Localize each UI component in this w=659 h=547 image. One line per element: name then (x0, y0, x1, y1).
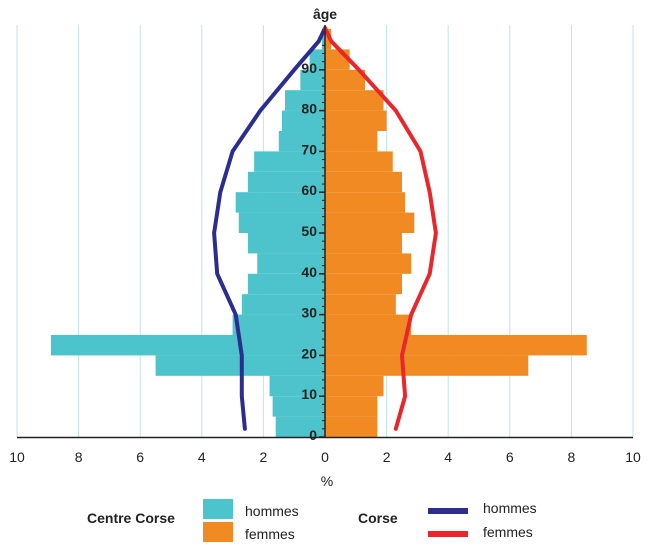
age-axis-title: âge (313, 6, 337, 22)
bars-layer (50, 29, 587, 437)
legend-swatch-cc-hommes (203, 499, 233, 519)
legend: Centre Corse hommes femmes Corse hommes … (0, 490, 659, 547)
age-tick-label: 0 (309, 427, 317, 443)
x-tick-label: 6 (506, 449, 514, 465)
bar-centre-corse-hommes (248, 233, 325, 254)
x-tick-label: 6 (136, 449, 144, 465)
x-tick-label: 4 (444, 449, 452, 465)
bar-centre-corse-hommes (281, 110, 325, 131)
legend-label-corse-hommes: hommes (483, 500, 537, 516)
bar-centre-corse-hommes (321, 29, 325, 50)
age-tick-label: 10 (301, 386, 317, 402)
bar-centre-corse-hommes (235, 192, 325, 213)
legend-label-cc-hommes: hommes (245, 503, 299, 519)
bar-centre-corse-femmes (325, 335, 587, 356)
legend-swatch-corse-femmes (428, 531, 468, 537)
legend-group-centre-corse: Centre Corse (87, 510, 175, 526)
x-tick-label: 2 (260, 449, 268, 465)
x-tick-label: 4 (198, 449, 206, 465)
bar-centre-corse-femmes (325, 131, 378, 152)
bar-centre-corse-femmes (325, 396, 378, 417)
percent-axis-title: % (321, 473, 333, 489)
legend-swatch-corse-hommes (428, 508, 468, 514)
age-tick-label: 40 (301, 264, 317, 280)
bar-centre-corse-hommes (275, 416, 325, 437)
legend-label-cc-femmes: femmes (245, 526, 295, 542)
bar-centre-corse-femmes (325, 233, 402, 254)
bar-centre-corse-femmes (325, 375, 384, 397)
legend-label-corse-femmes: femmes (483, 524, 533, 540)
line-corse-femmes (323, 26, 438, 431)
x-tick-label: 2 (383, 449, 391, 465)
age-tick-label: 80 (301, 101, 317, 117)
bar-centre-corse-hommes (248, 273, 325, 295)
age-tick-label: 70 (301, 141, 317, 157)
bar-centre-corse-femmes (325, 273, 402, 295)
legend-swatch-cc-femmes (203, 522, 233, 542)
bar-centre-corse-hommes (300, 69, 325, 91)
bar-centre-corse-hommes (241, 294, 325, 315)
lines-layer (212, 26, 438, 431)
axes-layer (17, 25, 633, 439)
bar-centre-corse-femmes (325, 294, 396, 315)
age-tick-label: 90 (301, 60, 317, 76)
x-tick-label: 0 (321, 449, 329, 465)
bar-centre-corse-femmes (325, 151, 393, 172)
x-tick-label: 8 (568, 449, 576, 465)
bar-centre-corse-hommes (269, 375, 325, 397)
bar-centre-corse-hommes (254, 151, 325, 172)
legend-group-corse: Corse (358, 510, 398, 526)
bar-centre-corse-hommes (238, 212, 325, 233)
x-tick-label: 8 (75, 449, 83, 465)
bar-centre-corse-femmes (325, 253, 412, 274)
line-corse-hommes (212, 26, 327, 431)
bar-centre-corse-hommes (257, 253, 325, 274)
bar-centre-corse-hommes (232, 314, 325, 335)
age-tick-label: 30 (301, 305, 317, 321)
x-tick-label: 10 (9, 449, 25, 465)
age-tick-label: 60 (301, 182, 317, 198)
bar-centre-corse-femmes (325, 110, 387, 131)
bar-centre-corse-femmes (325, 90, 384, 111)
age-tick-label: 50 (301, 223, 317, 239)
bar-centre-corse-femmes (325, 192, 406, 213)
bar-centre-corse-hommes (309, 49, 325, 70)
bar-centre-corse-femmes (325, 212, 415, 233)
bar-centre-corse-hommes (278, 131, 325, 152)
bar-centre-corse-hommes (50, 335, 325, 356)
bar-centre-corse-femmes (325, 416, 378, 437)
bar-centre-corse-hommes (248, 171, 325, 193)
bar-centre-corse-hommes (284, 90, 325, 111)
bar-centre-corse-femmes (325, 69, 366, 91)
bar-centre-corse-femmes (325, 49, 350, 70)
age-tick-label: 20 (301, 345, 317, 361)
bar-centre-corse-femmes (325, 314, 412, 335)
bar-centre-corse-hommes (272, 396, 325, 417)
bar-centre-corse-femmes (325, 171, 402, 193)
bar-centre-corse-femmes (325, 355, 529, 376)
x-tick-label: 10 (625, 449, 641, 465)
